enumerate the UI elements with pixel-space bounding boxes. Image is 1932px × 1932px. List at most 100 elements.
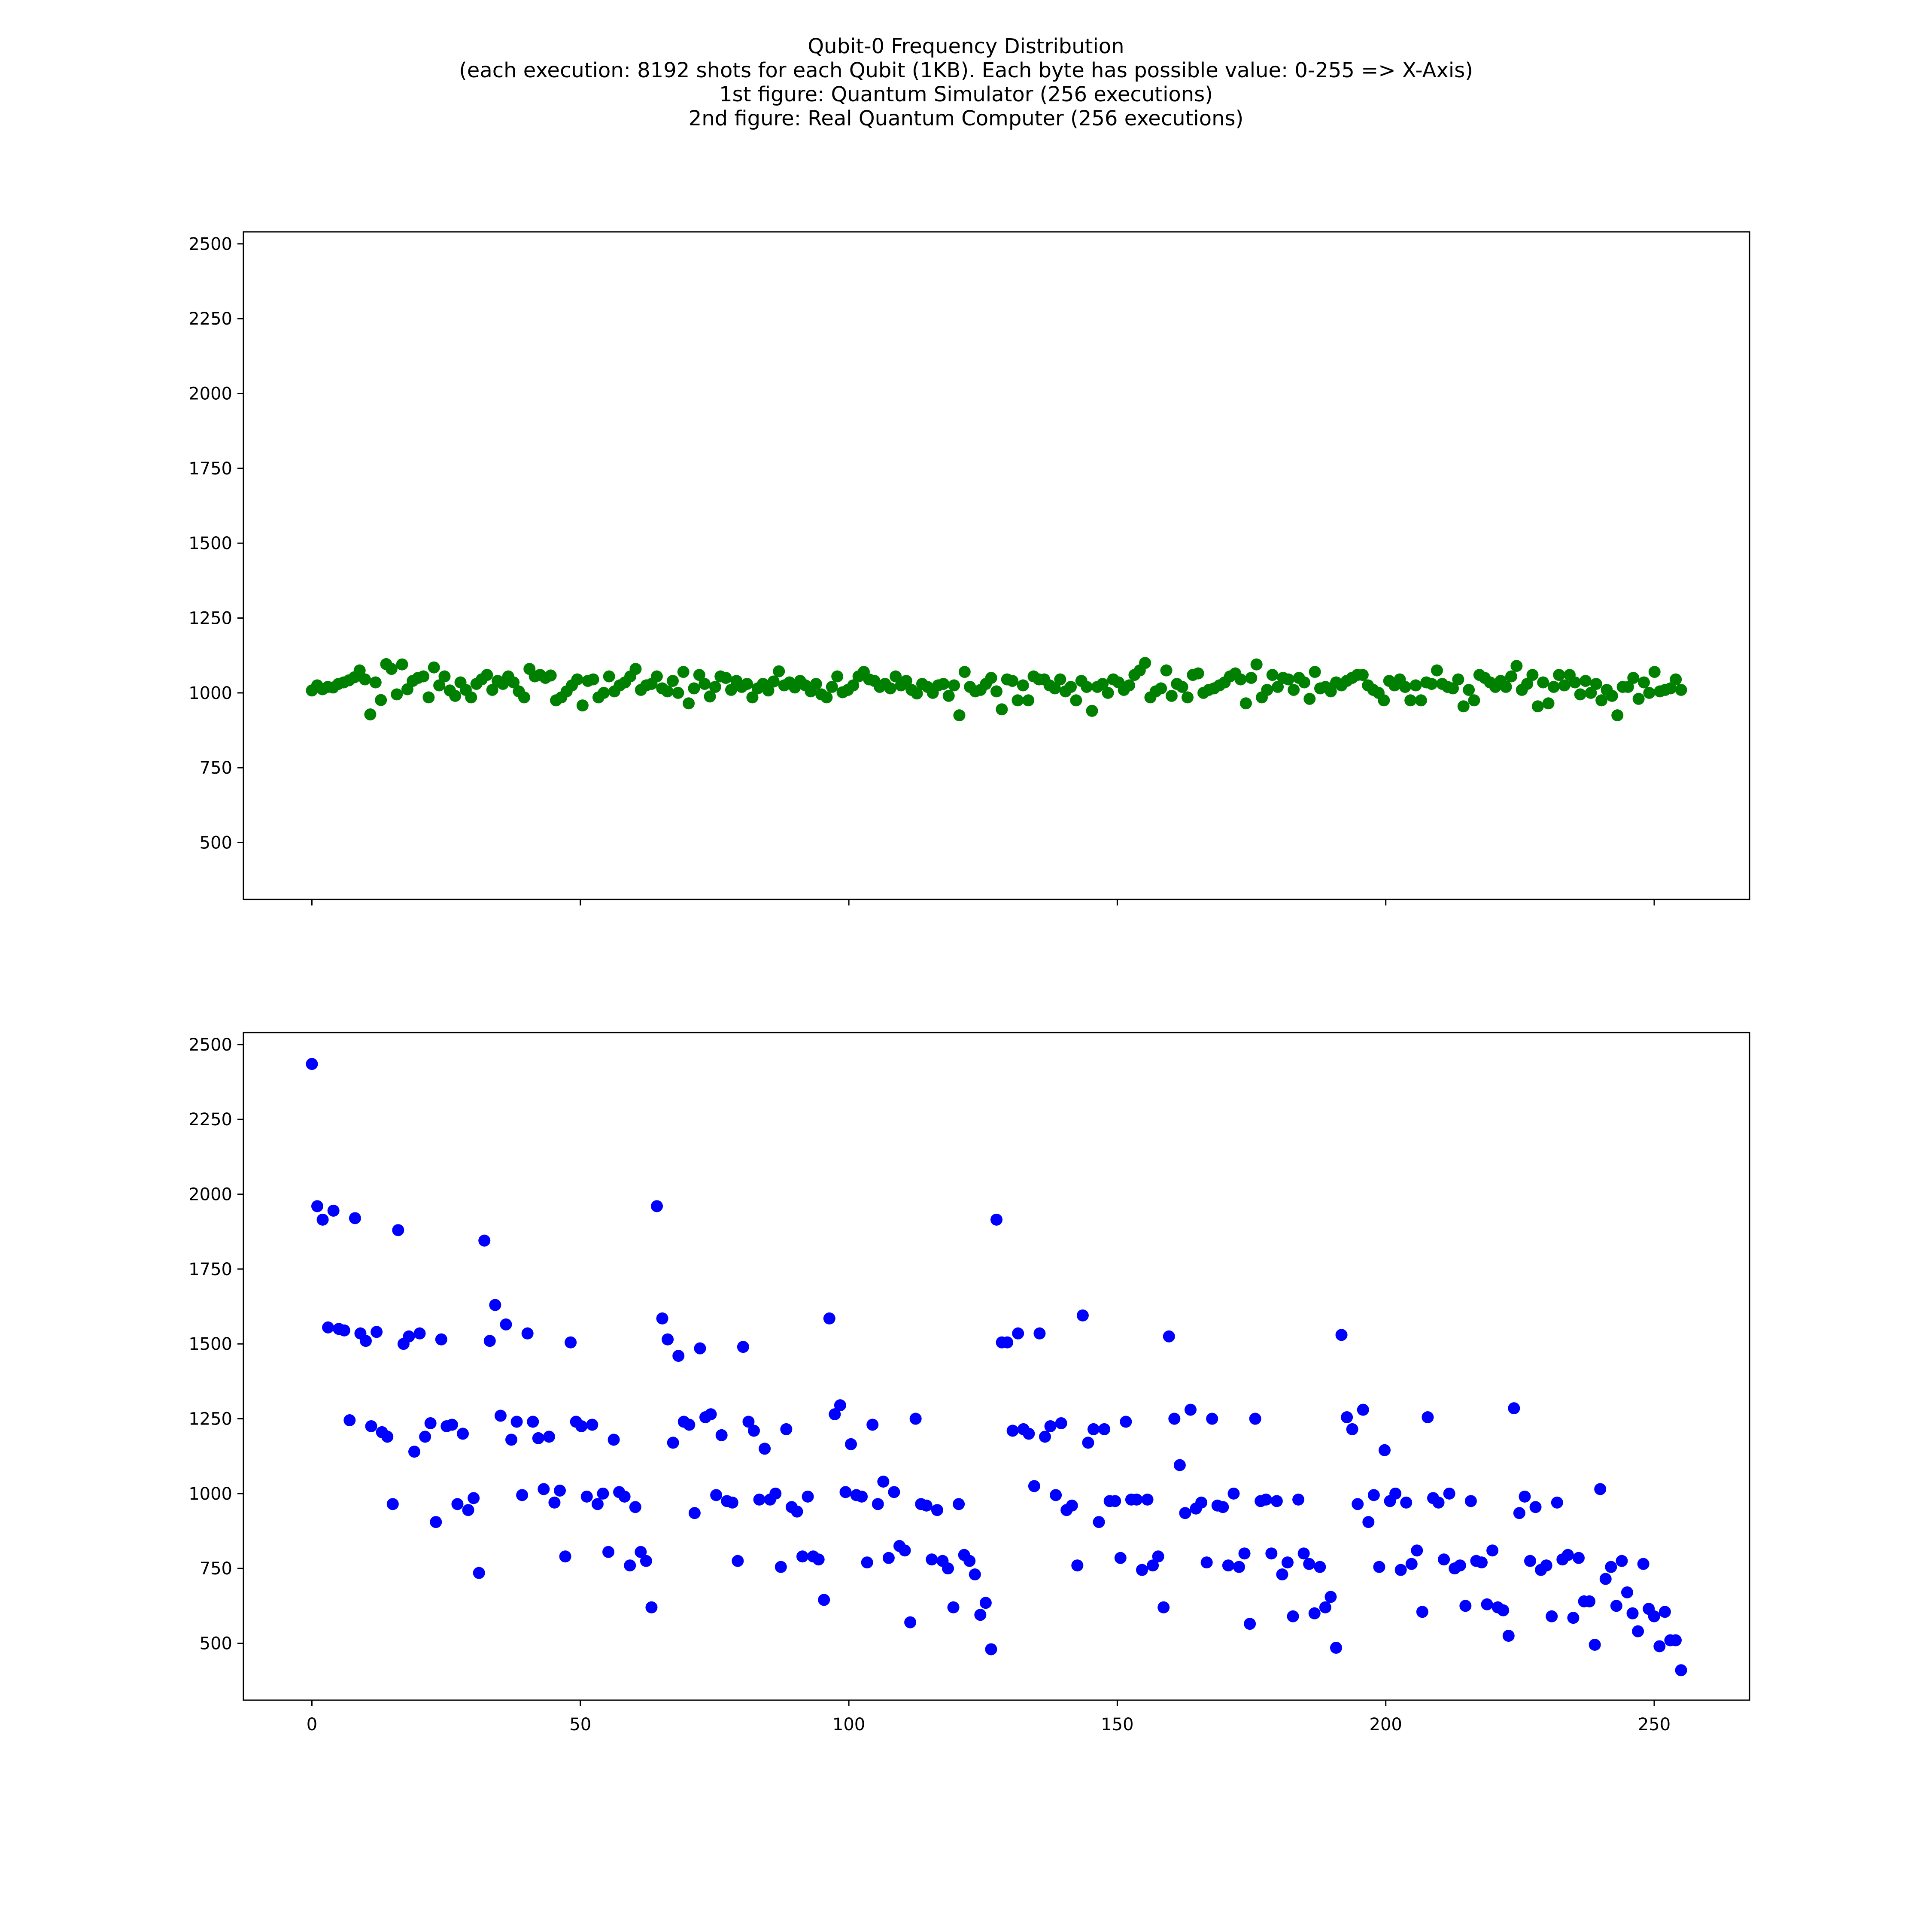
data-point	[430, 1516, 442, 1528]
data-point	[1319, 1601, 1331, 1613]
data-point	[1022, 694, 1035, 707]
data-point	[996, 703, 1008, 716]
data-point	[1130, 1493, 1143, 1506]
data-point	[457, 1428, 469, 1440]
data-point	[338, 1324, 350, 1337]
data-point	[1136, 1564, 1148, 1576]
data-point	[385, 663, 398, 675]
data-point	[586, 1419, 598, 1431]
data-point	[1443, 1487, 1455, 1500]
data-point	[953, 709, 966, 722]
data-point	[1438, 1553, 1450, 1566]
data-point	[1669, 1634, 1682, 1646]
data-point	[1265, 1547, 1278, 1560]
data-point	[1610, 1600, 1622, 1612]
data-point	[662, 1333, 674, 1346]
data-point	[1179, 1507, 1191, 1519]
data-point	[826, 680, 838, 693]
data-point	[1200, 1556, 1213, 1569]
y-tick-label: 2500	[188, 234, 232, 254]
data-point	[904, 1616, 917, 1628]
data-point	[1033, 1327, 1046, 1340]
data-point	[576, 699, 589, 712]
data-point	[829, 1408, 841, 1421]
data-point	[1102, 687, 1114, 699]
data-point	[1270, 1495, 1283, 1507]
data-point	[1309, 666, 1321, 678]
data-point	[1028, 1480, 1040, 1492]
data-point	[942, 1562, 954, 1575]
x-tick-label: 0	[307, 1715, 317, 1735]
data-point	[931, 1504, 943, 1516]
data-point	[494, 1410, 507, 1422]
y-tick-label: 1000	[188, 1484, 232, 1504]
data-point	[1006, 1425, 1019, 1437]
y-tick-label: 1500	[188, 534, 232, 553]
data-point	[1505, 670, 1517, 683]
data-point	[635, 1546, 647, 1558]
data-point	[683, 697, 695, 710]
data-point	[1653, 1640, 1666, 1653]
data-point	[1356, 669, 1369, 681]
data-point	[1457, 700, 1470, 713]
data-point	[1165, 690, 1178, 702]
data-point	[1261, 683, 1273, 696]
data-point	[650, 670, 663, 683]
data-point	[1664, 682, 1677, 695]
data-point	[990, 1213, 1002, 1226]
data-point	[360, 1335, 372, 1347]
data-point	[1282, 673, 1294, 686]
data-point	[1082, 1437, 1094, 1449]
data-point	[1120, 1416, 1132, 1428]
data-point	[1585, 687, 1597, 699]
data-point	[417, 670, 430, 683]
data-point	[500, 1318, 512, 1331]
data-point	[1139, 657, 1151, 669]
data-point	[316, 1213, 329, 1226]
data-point	[1249, 1413, 1261, 1425]
data-point	[428, 661, 440, 674]
data-point	[1632, 1625, 1644, 1637]
data-point	[618, 1490, 631, 1503]
data-point	[1594, 1483, 1607, 1495]
data-point	[1244, 1618, 1256, 1630]
data-point	[753, 1493, 766, 1506]
data-point	[1288, 683, 1300, 696]
data-point	[1147, 1559, 1159, 1572]
data-point	[872, 1498, 884, 1510]
data-point	[465, 691, 477, 704]
data-point	[1643, 687, 1656, 699]
data-point	[1367, 1489, 1380, 1501]
data-point	[741, 677, 753, 690]
data-point	[1580, 674, 1592, 687]
y-tick-label: 1750	[188, 459, 232, 479]
data-point	[1098, 1423, 1111, 1435]
data-point	[521, 1327, 534, 1340]
data-point	[1432, 1496, 1445, 1509]
figure-title: Qubit-0 Frequency Distribution (each exe…	[0, 34, 1932, 131]
data-point	[1001, 1336, 1014, 1349]
data-point	[591, 1498, 604, 1510]
data-point	[834, 1399, 846, 1412]
data-point	[1070, 694, 1082, 707]
data-point	[473, 1567, 485, 1579]
data-point	[1627, 671, 1640, 684]
data-point	[1574, 688, 1586, 701]
data-point	[1362, 1516, 1375, 1528]
data-point	[1227, 1487, 1240, 1500]
data-point	[888, 1486, 900, 1498]
data-point	[1659, 1606, 1671, 1618]
data-point	[486, 683, 498, 696]
data-point	[1192, 667, 1204, 680]
data-point	[580, 1490, 593, 1503]
data-point	[1160, 664, 1173, 677]
data-point	[882, 1552, 895, 1564]
data-point	[974, 1609, 987, 1621]
data-point	[1400, 1496, 1413, 1509]
data-point	[518, 691, 530, 704]
data-point	[1185, 1403, 1197, 1416]
data-point	[810, 677, 822, 690]
data-point	[349, 1212, 361, 1224]
y-tick-label: 2250	[188, 1110, 232, 1130]
data-point	[1399, 680, 1411, 693]
